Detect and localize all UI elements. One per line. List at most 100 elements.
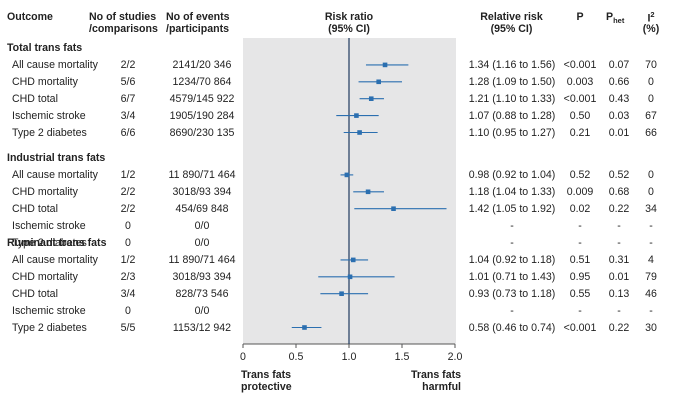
cell-p-het: 0.52 (608, 168, 630, 181)
group-title: Ruminant trans fats (7, 237, 107, 249)
header-phet: Phet (606, 11, 625, 25)
group-title: Total trans fats (7, 42, 83, 54)
cell-p-het: 0.68 (608, 185, 630, 198)
point-estimate (339, 291, 344, 296)
cell-p-value: 0.95 (569, 270, 591, 283)
point-estimate (357, 130, 362, 135)
cell-p-het: 0.13 (608, 287, 630, 300)
cell-studies: 3/4 (120, 109, 136, 122)
cell-studies: 0 (125, 236, 131, 249)
x-tick-label: 0.5 (289, 351, 304, 363)
cell-p-het: 0.22 (608, 202, 630, 215)
cell-events: 2141/20 346 (172, 58, 232, 71)
cell-i2: 0 (648, 92, 654, 105)
footer-right-line2: harmful (422, 381, 461, 393)
cell-outcome: CHD total (12, 92, 58, 105)
cell-outcome: CHD total (12, 287, 58, 300)
cell-studies: 1/2 (120, 168, 136, 181)
header-risk-ratio-line1: Risk ratio (324, 11, 374, 23)
header-events-line1: No of events (166, 11, 230, 23)
point-estimate (376, 79, 381, 85)
cell-studies: 2/2 (120, 58, 136, 71)
header-i2-main: I (647, 12, 651, 25)
point-estimate (382, 62, 388, 68)
cell-events: 11 890/71 464 (168, 253, 236, 266)
x-tick-label: 2.0 (448, 351, 463, 363)
cell-relative-risk: - (510, 304, 514, 317)
header-i2-sup: 2 (650, 10, 655, 19)
cell-outcome: All cause mortality (12, 253, 98, 266)
cell-relative-risk: 1.42 (1.05 to 1.92) (468, 202, 556, 215)
cell-relative-risk: 1.07 (0.88 to 1.28) (468, 109, 556, 122)
cell-i2: 0 (648, 75, 654, 88)
cell-events: 454/69 848 (175, 202, 229, 215)
cell-relative-risk: 0.58 (0.46 to 0.74) (468, 321, 556, 334)
cell-outcome: All cause mortality (12, 58, 98, 71)
cell-i2: 66 (645, 126, 657, 139)
footer-left-line1: Trans fats (241, 369, 292, 381)
cell-i2: - (649, 219, 653, 232)
cell-events: 11 890/71 464 (168, 168, 236, 181)
point-estimate (350, 257, 356, 263)
cell-p-value: 0.50 (569, 109, 591, 122)
footer-left-line2: protective (241, 381, 292, 393)
cell-i2: 34 (645, 202, 657, 215)
cell-relative-risk: - (510, 236, 514, 249)
cell-i2: 0 (648, 168, 654, 181)
header-relative-risk-line1: Relative risk (480, 11, 543, 23)
cell-p-het: 0.43 (608, 92, 630, 105)
cell-p-value: 0.55 (569, 287, 591, 300)
cell-i2: 70 (645, 58, 657, 71)
cell-p-value: - (578, 236, 582, 249)
cell-p-value: <0.001 (563, 92, 597, 105)
cell-p-value: 0.52 (569, 168, 591, 181)
cell-relative-risk: 0.98 (0.92 to 1.04) (468, 168, 556, 181)
header-phet-main: P (606, 11, 614, 23)
header-i2-line2: (%) (642, 23, 660, 35)
header-phet-sub: het (613, 16, 625, 25)
cell-studies: 2/2 (120, 185, 136, 198)
cell-p-value: 0.51 (569, 253, 591, 266)
cell-outcome: CHD mortality (12, 185, 78, 198)
cell-outcome: All cause mortality (12, 168, 98, 181)
cell-p-value: 0.21 (569, 126, 591, 139)
cell-relative-risk: 1.10 (0.95 to 1.27) (468, 126, 556, 139)
cell-studies: 6/7 (120, 92, 136, 105)
footer-right-line1: Trans fats (410, 369, 461, 381)
cell-events: 828/73 546 (175, 287, 229, 300)
cell-studies: 0 (125, 304, 131, 317)
cell-p-het: 0.66 (608, 75, 630, 88)
cell-p-value: - (578, 304, 582, 317)
cell-p-het: - (617, 236, 621, 249)
header-p: P (576, 11, 584, 23)
cell-p-value: 0.009 (566, 185, 594, 198)
cell-p-het: - (617, 304, 621, 317)
point-estimate (354, 113, 359, 118)
cell-p-het: 0.07 (608, 58, 630, 71)
cell-studies: 5/6 (120, 75, 136, 88)
cell-outcome: CHD mortality (12, 270, 78, 283)
cell-p-het: 0.01 (608, 270, 630, 283)
cell-events: 0/0 (194, 219, 210, 232)
cell-p-value: - (578, 219, 582, 232)
x-tick-label: 1.0 (342, 351, 357, 363)
cell-events: 1905/190 284 (169, 109, 235, 122)
x-tick-label: 1.5 (395, 351, 410, 363)
header-i2: I2 (641, 9, 661, 25)
cell-outcome: Ischemic stroke (12, 109, 86, 122)
cell-events: 1153/12 942 (172, 321, 232, 334)
point-estimate (391, 206, 396, 211)
header-events-line2: /participants (166, 23, 229, 35)
point-estimate (368, 96, 374, 101)
cell-events: 8690/230 135 (169, 126, 235, 139)
cell-relative-risk: 1.01 (0.71 to 1.43) (468, 270, 556, 283)
cell-relative-risk: 1.28 (1.09 to 1.50) (468, 75, 556, 88)
point-estimate (344, 172, 350, 178)
header-risk-ratio-line2: (95% CI) (328, 23, 370, 35)
cell-studies: 2/2 (120, 202, 136, 215)
cell-outcome: Ischemic stroke (12, 219, 86, 232)
cell-events: 4579/145 922 (169, 92, 235, 105)
cell-relative-risk: 1.21 (1.10 to 1.33) (468, 92, 556, 105)
cell-i2: 79 (645, 270, 657, 283)
